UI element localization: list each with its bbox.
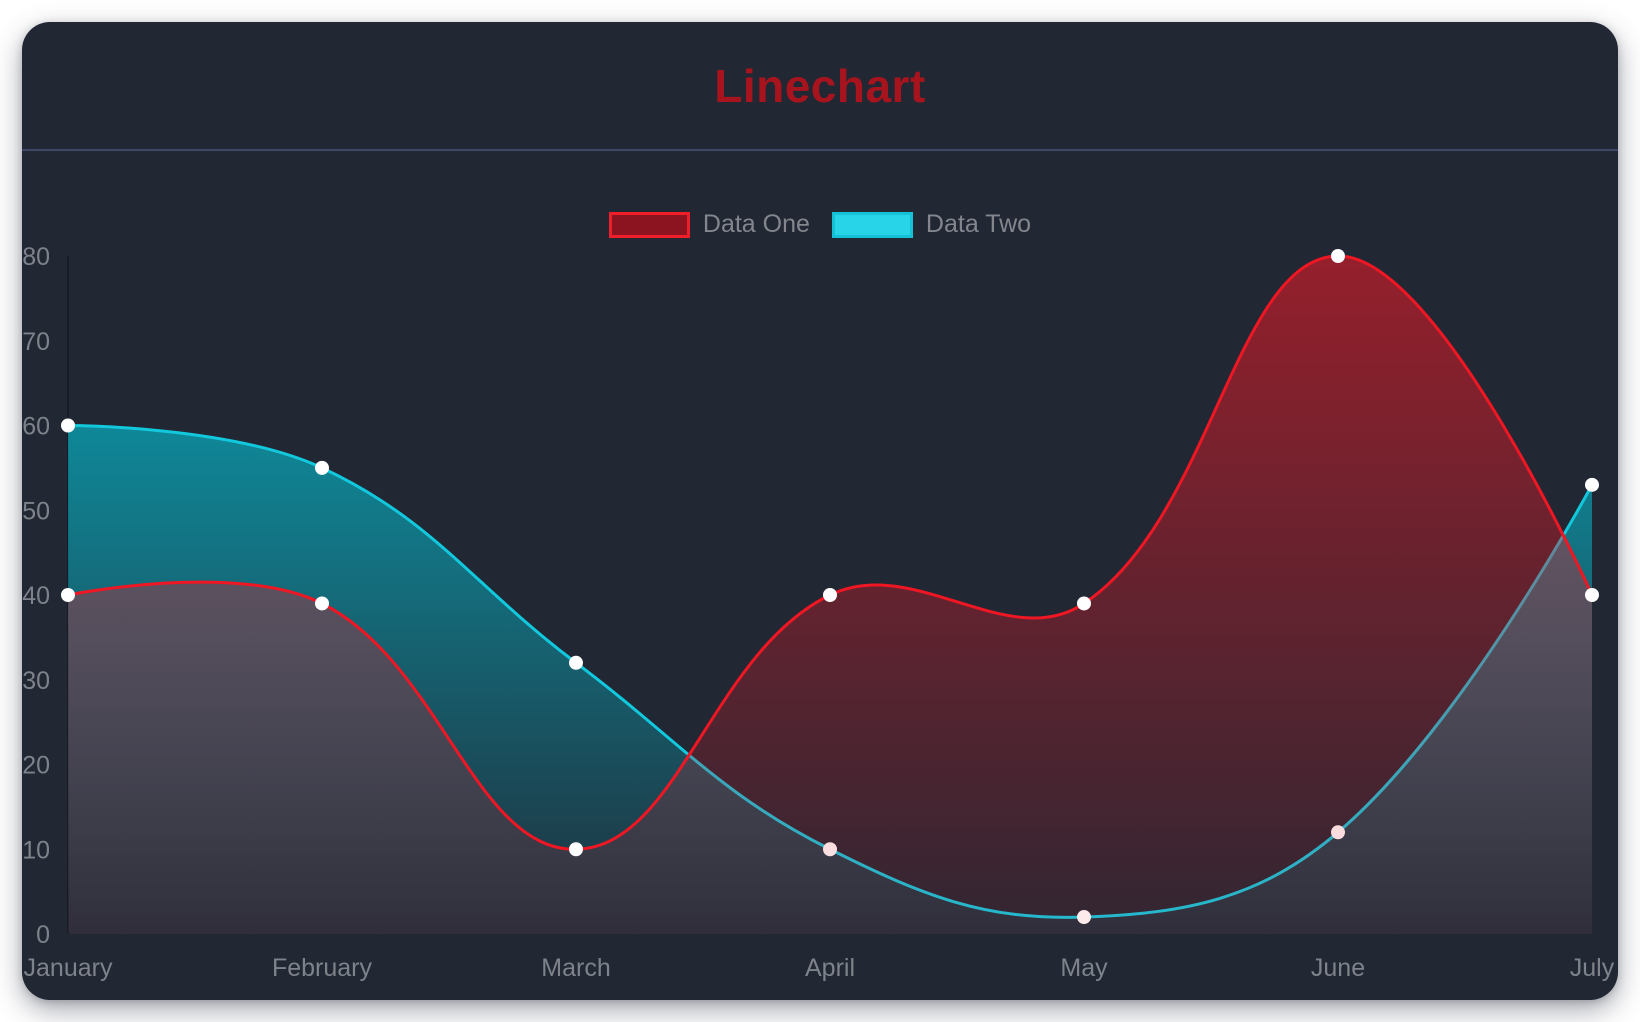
point-data-one-january[interactable] bbox=[61, 588, 75, 602]
x-tick-label: July bbox=[1570, 954, 1615, 982]
legend-item-data-one[interactable]: Data One bbox=[608, 210, 810, 238]
y-tick-label: 10 bbox=[22, 836, 50, 864]
point-data-one-may[interactable] bbox=[1077, 596, 1091, 611]
point-data-one-march[interactable] bbox=[569, 842, 583, 857]
point-data-two-march[interactable] bbox=[569, 655, 583, 670]
y-tick-label: 30 bbox=[22, 667, 50, 695]
x-tick-label: January bbox=[24, 954, 113, 982]
point-data-one-july[interactable] bbox=[1585, 588, 1599, 602]
x-tick-label: April bbox=[805, 954, 855, 982]
x-tick-label: March bbox=[541, 954, 610, 982]
point-data-one-february[interactable] bbox=[315, 596, 329, 611]
point-data-two-january[interactable] bbox=[61, 418, 75, 433]
legend-swatch-data-two bbox=[831, 211, 913, 238]
y-tick-label: 70 bbox=[22, 328, 50, 356]
legend-label-data-one: Data One bbox=[702, 210, 810, 238]
x-tick-label: June bbox=[1311, 954, 1365, 982]
y-tick-label: 20 bbox=[22, 752, 50, 780]
chart-header: Linechart bbox=[22, 22, 1618, 150]
header-divider bbox=[22, 149, 1618, 151]
x-tick-label: May bbox=[1060, 954, 1108, 982]
y-tick-label: 50 bbox=[22, 497, 50, 525]
line-data-one bbox=[66, 254, 1594, 851]
y-tick-label: 80 bbox=[22, 243, 50, 271]
point-data-two-february[interactable] bbox=[315, 460, 329, 475]
x-tick-label: February bbox=[272, 954, 373, 982]
chart-legend: Data One Data Two bbox=[0, 211, 1640, 238]
legend-label-data-two: Data Two bbox=[925, 210, 1032, 238]
y-tick-label: 60 bbox=[22, 413, 50, 441]
point-data-one-june[interactable] bbox=[1331, 249, 1345, 263]
legend-swatch-data-one bbox=[608, 211, 690, 238]
y-tick-label: 40 bbox=[22, 582, 50, 610]
point-data-one-april[interactable] bbox=[823, 588, 837, 602]
area-data-one bbox=[68, 255, 1592, 935]
y-tick-label: 0 bbox=[36, 921, 50, 949]
chart-title: Linechart bbox=[714, 60, 926, 112]
legend-item-data-two[interactable]: Data Two bbox=[831, 210, 1032, 238]
point-data-two-july[interactable] bbox=[1585, 477, 1599, 492]
